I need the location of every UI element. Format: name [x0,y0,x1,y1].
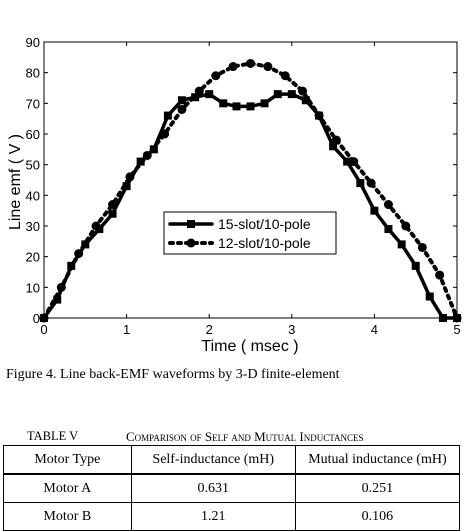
y-axis-ticks: 0 10 20 30 40 50 60 70 80 90 [26,35,457,326]
data-point-circle [349,157,359,167]
x-tick-label: 5 [453,322,460,337]
data-point-square [219,99,228,108]
y-axis-label: Line emf ( V ) [7,134,24,230]
y-tick-label: 50 [26,158,40,173]
data-point-square [411,261,420,270]
header-self-inductance: Self-inductance (mH) [130,445,296,475]
data-point-square [246,102,255,111]
x-tick-label: 4 [371,322,378,337]
y-tick-label: 90 [26,35,40,50]
x-tick-label: 0 [40,322,47,337]
data-point-circle [452,313,462,323]
table-row: Motor A 0.631 0.251 [3,473,461,503]
data-point-circle [194,86,204,96]
data-point-circle [383,200,393,210]
x-tick-label: 1 [123,322,130,337]
legend-marker-square [187,220,195,228]
y-tick-label: 40 [26,188,40,203]
data-point-square [384,225,393,234]
data-point-circle [331,135,341,145]
data-point-square [205,90,214,99]
data-point-square [122,182,131,191]
data-point-square [273,90,282,99]
data-point-circle [74,249,84,259]
data-point-square [108,209,117,218]
plot-frame [43,41,458,319]
data-point-square [177,96,186,105]
table-cell-mutual: 0.251 [294,473,461,503]
table-header-row: Motor Type Self-inductance (mH) Mutual i… [3,445,461,475]
table-row: Motor B 1.21 0.106 [3,502,461,531]
data-point-square [329,142,338,151]
data-point-circle [314,111,324,121]
data-point-circle [211,71,221,81]
y-tick-label: 20 [26,250,40,265]
y-tick-label: 60 [26,127,40,142]
data-point-square [163,111,172,120]
table-cell-self: 1.21 [130,502,296,531]
data-point-circle [435,270,445,280]
inductance-table: Motor Type Self-inductance (mH) Mutual i… [3,445,461,531]
data-point-circle [280,71,290,81]
legend-label: 15-slot/10-pole [218,216,311,232]
data-point-square [301,96,310,105]
x-tick-label: 2 [206,322,213,337]
data-point-circle [39,313,49,323]
data-point-square [370,206,379,215]
header-mutual-inductance: Mutual inductance (mH) [294,445,461,475]
data-point-circle [228,62,238,72]
legend-marker-circle [186,238,196,248]
series-layer [39,58,462,323]
data-point-circle [160,129,170,139]
series-line [42,61,459,320]
data-point-circle [246,58,255,68]
data-point-circle [177,104,187,114]
data-point-square [232,102,241,111]
data-point-circle [108,200,118,210]
data-point-square [438,314,447,322]
data-point-circle [366,178,376,188]
data-point-square [425,292,434,301]
data-point-square [191,93,200,102]
data-point-square [53,295,62,304]
x-tick-label: 3 [288,322,295,337]
legend: 15-slot/10-pole 12-slot/10-pole [163,211,337,255]
data-point-square [287,90,296,99]
y-tick-label: 80 [26,66,40,81]
series-line [42,92,459,320]
data-point-circle [401,221,411,231]
axes-frame [43,41,458,319]
table-cell-mutual: 0.106 [294,502,461,531]
table-cell-motor: Motor B [3,502,132,531]
data-point-circle [298,86,308,96]
table-cell-motor: Motor A [3,473,132,503]
data-point-circle [56,282,66,292]
y-tick-label: 10 [26,280,40,295]
y-tick-label: 70 [26,96,40,111]
header-motor-type: Motor Type [3,445,132,475]
table-number: TABLE V [27,429,79,443]
figure-caption: Figure 4. Line back-EMF waveforms by 3-D… [6,367,340,382]
legend-label: 12-slot/10-pole [218,235,311,251]
line-emf-chart: 0 10 20 30 40 50 60 70 80 90 0 1 2 3 4 5 15-slot/10-po… [7,35,462,355]
data-point-circle [91,221,101,231]
data-point-circle [263,62,273,72]
table-cell-self: 0.631 [130,473,296,503]
y-tick-label: 30 [26,219,40,234]
data-point-square [343,157,352,166]
x-axis-ticks: 0 1 2 3 4 5 [40,42,461,337]
table-title: Comparison of Self and Mutual Inductance… [126,429,364,444]
x-axis-label: Time ( msec ) [201,338,298,355]
data-point-square [397,240,406,249]
data-point-circle [142,150,152,160]
data-point-square [356,179,365,188]
data-point-square [260,99,269,108]
y-tick-label: 0 [33,311,40,326]
data-point-circle [417,242,427,252]
data-point-circle [125,172,135,182]
data-point-square [95,225,104,234]
